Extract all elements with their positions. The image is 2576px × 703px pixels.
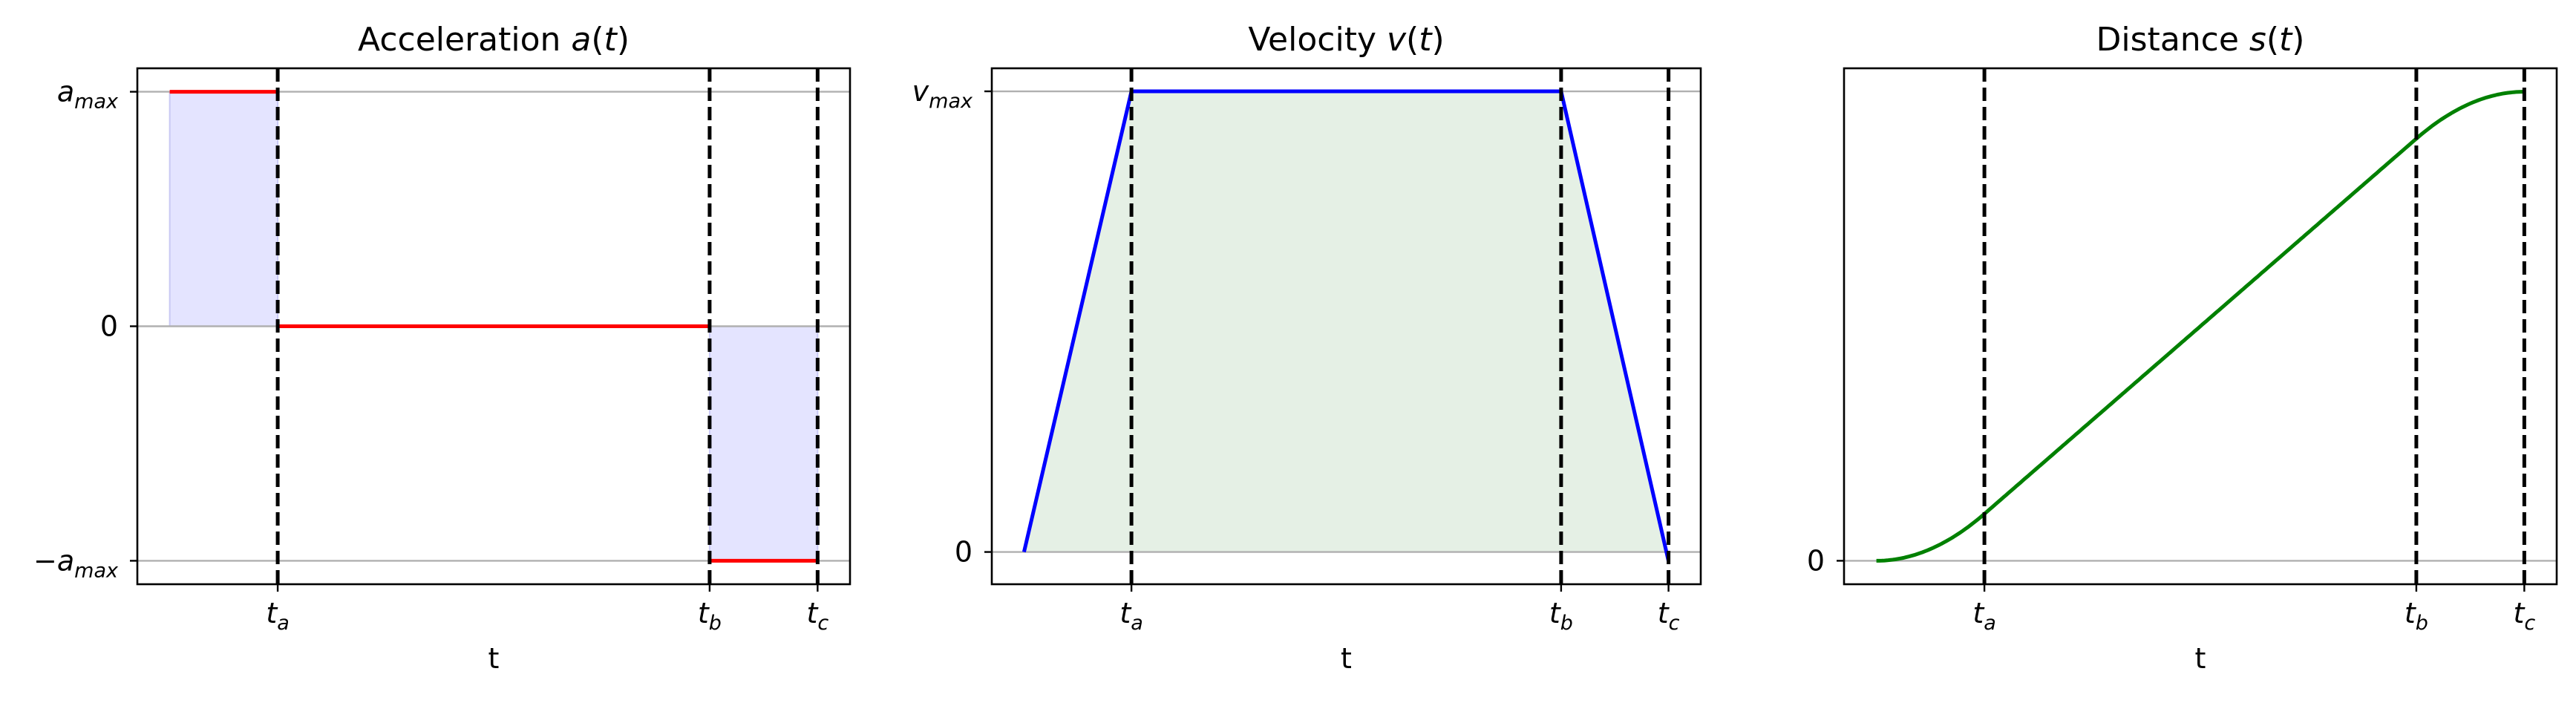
y-tick-label: amax bbox=[57, 76, 119, 114]
y-tick-label: 0 bbox=[955, 536, 972, 569]
plot-area bbox=[992, 68, 1701, 584]
y-tick-label: 0 bbox=[1807, 544, 1825, 577]
chart-title: Distance s(t) bbox=[2096, 21, 2305, 59]
accel-fill-region bbox=[169, 91, 279, 327]
x-tick-label: ta bbox=[266, 597, 289, 635]
x-axis-label: t bbox=[1341, 642, 1352, 675]
axes-frame bbox=[1843, 67, 2558, 586]
plot-area bbox=[1844, 68, 2557, 584]
x-tick-label: tb bbox=[1549, 597, 1573, 635]
x-tick-label: tb bbox=[698, 597, 722, 635]
x-tick-label: tc bbox=[806, 597, 828, 635]
velocity-line bbox=[1021, 89, 1671, 562]
x-tick-label: tc bbox=[1658, 597, 1680, 635]
velocity-fill-area bbox=[1024, 91, 1669, 552]
y-tick-label: −amax bbox=[33, 544, 119, 582]
distance-line bbox=[1876, 90, 2525, 563]
chart-panel-3: Distance s(t) ta tb tc 0 t bbox=[1807, 21, 2558, 675]
axes-frame bbox=[990, 67, 1702, 586]
chart-panel-2: Velocity v(t) ta tb tc vmax 0 t bbox=[912, 21, 1702, 675]
plot-area bbox=[137, 68, 850, 584]
chart-title: Acceleration a(t) bbox=[358, 21, 630, 59]
y-tick-label: vmax bbox=[912, 75, 973, 113]
x-axis-label: t bbox=[2195, 642, 2206, 675]
chart-title: Velocity v(t) bbox=[1248, 21, 1444, 59]
x-tick-label: ta bbox=[1119, 597, 1142, 635]
chart-panel-1: Acceleration a(t) ta tb tc amax 0 −amax t bbox=[33, 21, 851, 675]
accel-fill-region bbox=[708, 325, 819, 562]
x-tick-label: ta bbox=[1972, 597, 1995, 635]
x-tick-label: tc bbox=[2513, 597, 2535, 635]
y-tick-label: 0 bbox=[100, 310, 118, 343]
x-tick-label: tb bbox=[2405, 597, 2428, 635]
x-axis-label: t bbox=[488, 642, 500, 675]
